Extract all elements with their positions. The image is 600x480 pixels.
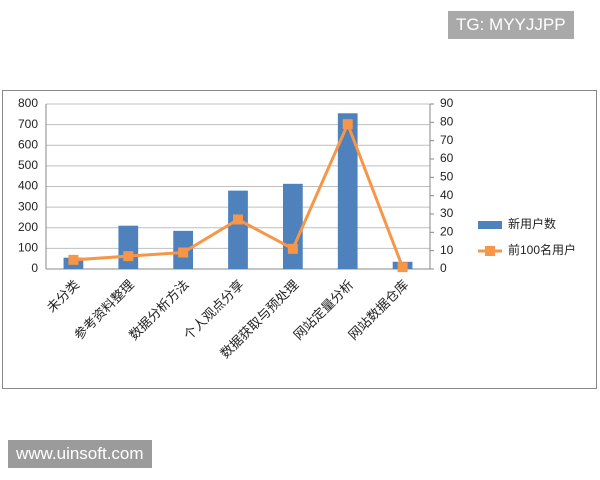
y-tick-label: 0 — [31, 261, 38, 275]
y-tick-label: 500 — [18, 158, 38, 172]
y-tick-label: 600 — [18, 137, 38, 151]
y-tick-label: 400 — [18, 179, 38, 193]
y2-tick-label: 80 — [440, 115, 454, 129]
marker — [287, 243, 298, 254]
y2-tick-label: 0 — [440, 261, 447, 275]
marker — [68, 254, 79, 265]
y2-tick-label: 10 — [440, 243, 454, 257]
bar — [228, 190, 248, 269]
y2-tick-label: 40 — [440, 188, 454, 202]
y2-tick-label: 50 — [440, 170, 454, 184]
marker — [342, 119, 353, 130]
y2-tick-label: 70 — [440, 133, 454, 147]
watermark: TG: MYYJJPP — [448, 11, 574, 39]
legend-label: 新用户数 — [508, 216, 556, 231]
legend-swatch — [478, 221, 502, 229]
y-tick-label: 800 — [18, 96, 38, 110]
legend-label: 前100名用户 — [508, 242, 576, 257]
y-tick-label: 700 — [18, 117, 38, 131]
legend-swatch — [485, 246, 495, 256]
y2-tick-label: 60 — [440, 151, 454, 165]
y2-tick-label: 30 — [440, 206, 454, 220]
bar — [118, 225, 139, 269]
marker — [397, 262, 408, 273]
y-tick-label: 200 — [18, 220, 38, 234]
bar — [282, 183, 303, 269]
bar — [337, 113, 358, 269]
y-tick-label: 300 — [18, 199, 38, 213]
marker — [178, 247, 189, 258]
marker — [123, 251, 134, 262]
y-tick-label: 100 — [18, 241, 38, 255]
marker — [233, 214, 243, 225]
y2-tick-label: 90 — [440, 96, 454, 110]
watermark: www.uinsoft.com — [8, 440, 152, 468]
y2-tick-label: 20 — [440, 225, 454, 239]
